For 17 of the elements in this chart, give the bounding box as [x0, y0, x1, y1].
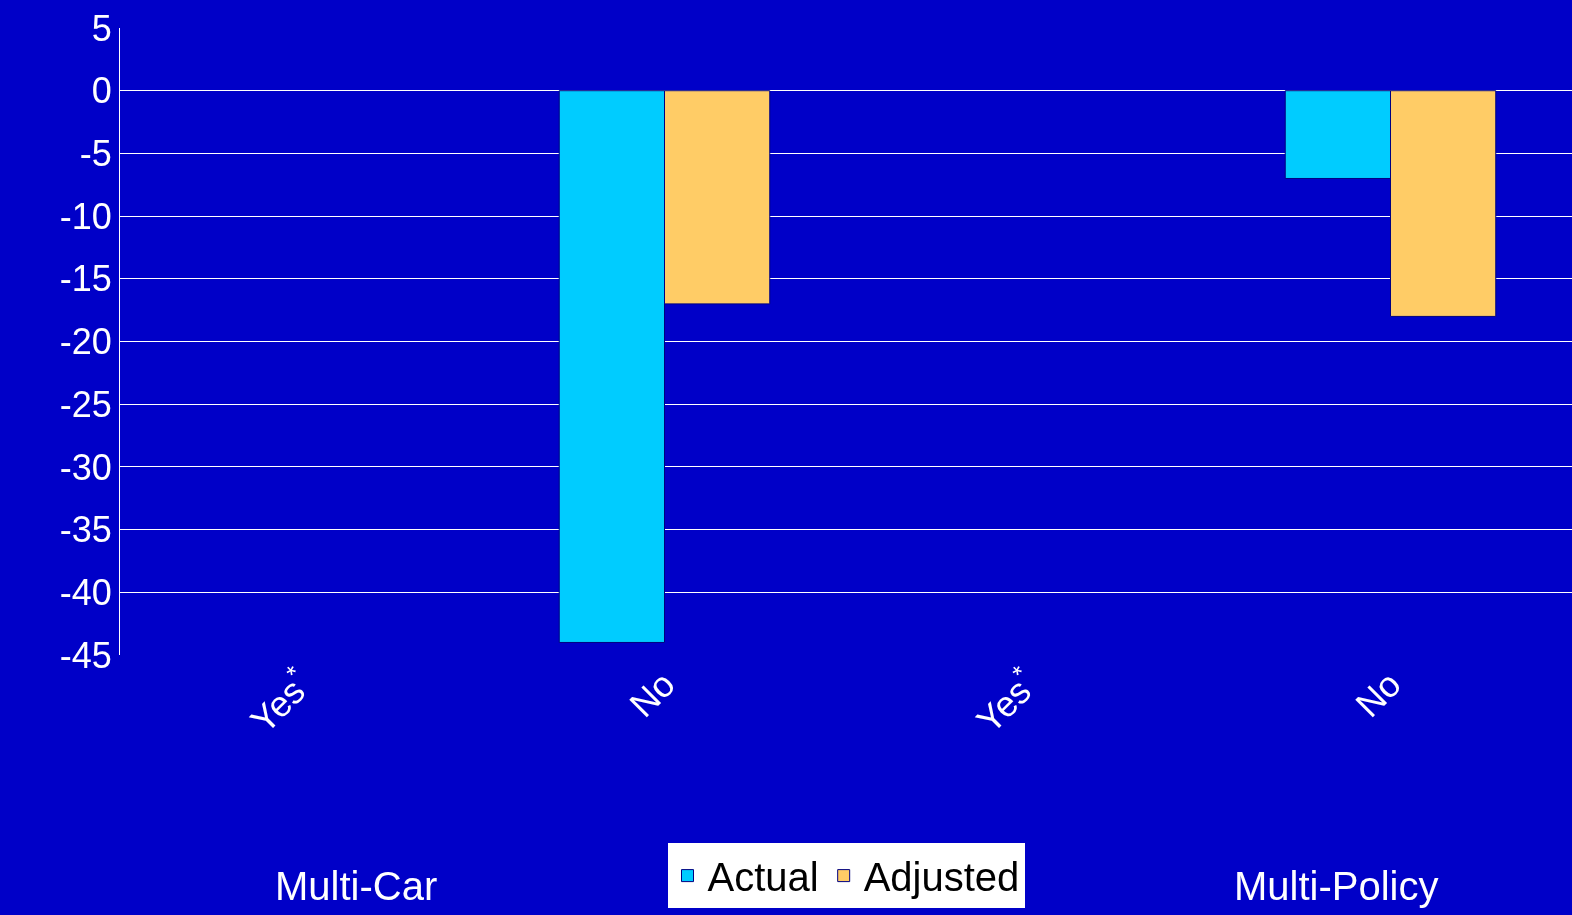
y-tick-label: -15	[59, 258, 112, 300]
y-tick-label: 0	[91, 70, 112, 112]
y-tick-label: -30	[59, 446, 112, 488]
legend-label: Actual	[707, 855, 819, 900]
legend-label: Adjusted	[863, 855, 1020, 900]
x-tick-label: No	[1347, 663, 1409, 725]
y-tick-label: -5	[79, 133, 112, 174]
text: Multi-Car	[275, 864, 438, 908]
y-tick-label: 5	[91, 7, 112, 49]
y-tick-label: -40	[59, 571, 112, 613]
y-tick-label: -20	[59, 321, 112, 363]
y-tick-label: -45	[59, 634, 112, 676]
y-tick-label: -35	[59, 509, 112, 551]
y-tick-label: -25	[59, 383, 112, 425]
y-tick-label: -10	[59, 195, 112, 237]
x-tick-label: No	[621, 663, 683, 725]
text: Multi-Policy	[1234, 864, 1439, 908]
